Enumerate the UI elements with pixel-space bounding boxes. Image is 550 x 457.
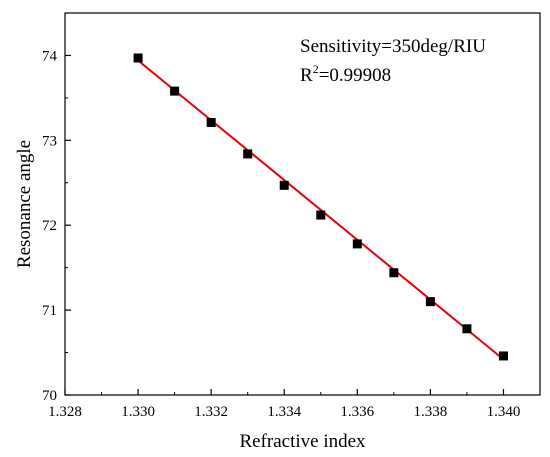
r-squared-sup: 2 [313, 62, 319, 76]
r-squared-prefix: R [300, 65, 313, 86]
r-squared-value: =0.99908 [319, 65, 391, 86]
data-point [462, 324, 472, 334]
x-tick-label: 1.328 [48, 404, 82, 420]
y-tick-label: 71 [42, 303, 57, 319]
y-tick-label: 74 [42, 48, 58, 64]
x-tick-label: 1.340 [487, 404, 521, 420]
y-axis-title: Resonance angle [14, 140, 35, 268]
data-point [425, 297, 435, 307]
data-point [206, 118, 216, 128]
r-squared-annotation: R2=0.99908 [300, 62, 391, 86]
sensitivity-annotation: Sensitivity=350deg/RIU [300, 36, 486, 57]
data-point [243, 149, 253, 159]
data-point [133, 53, 143, 63]
y-tick-label: 72 [42, 218, 57, 234]
x-tick-label: 1.334 [267, 404, 301, 420]
y-tick-label: 73 [42, 133, 57, 149]
x-tick-label: 1.330 [121, 404, 155, 420]
data-point [316, 210, 326, 220]
x-axis-title: Refractive index [239, 431, 366, 452]
data-point [498, 351, 508, 361]
data-point [352, 239, 362, 249]
data-point [170, 86, 180, 96]
x-tick-label: 1.332 [194, 404, 228, 420]
x-tick-label: 1.336 [340, 404, 374, 420]
plot-frame [64, 12, 541, 396]
x-tick-label: 1.338 [414, 404, 448, 420]
data-point [389, 268, 399, 278]
tick-labels: 1.328 1.330 1.332 1.334 1.336 1.338 1.340 70 71 7… [42, 48, 520, 420]
y-tick-label: 70 [42, 388, 57, 404]
fit-line [137, 59, 505, 361]
data-point [279, 180, 289, 190]
axis-ticks [64, 12, 541, 396]
data-points [133, 53, 508, 361]
